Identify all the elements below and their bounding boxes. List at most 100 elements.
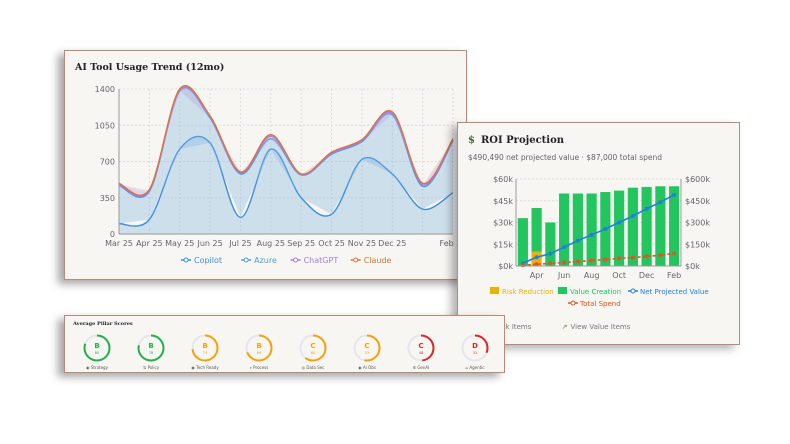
pillar-label: Data Sec: [306, 365, 325, 370]
point: [562, 260, 567, 265]
point: [575, 238, 580, 243]
x-tick-label: Dec: [639, 271, 654, 280]
score-ring: B 80: [83, 334, 111, 362]
point: [534, 255, 539, 260]
usage-trend-title: AI Tool Usage Trend (12mo): [75, 62, 225, 73]
y-left-tick-label: $15k: [493, 240, 513, 249]
point: [658, 253, 663, 258]
grade: C: [310, 342, 315, 350]
point: [548, 251, 553, 256]
point: [520, 263, 525, 268]
x-tick-label: Nov 25: [348, 239, 376, 248]
point: [603, 227, 608, 232]
pillar-label: Tech Ready: [196, 365, 219, 370]
score-ring: C 53: [353, 334, 381, 362]
legend-label-chatgpt: ChatGPT: [304, 256, 339, 265]
y-right-tick-label: $450k: [685, 197, 710, 206]
point: [630, 213, 635, 218]
x-tick-label: Aug 25: [257, 239, 285, 248]
ring-progress: [245, 334, 273, 362]
score: 69: [257, 351, 261, 355]
y-left-tick-label: $45k: [493, 197, 513, 206]
eye-icon: ◉: [358, 365, 362, 370]
target-icon: ◉: [86, 365, 90, 370]
y-right-tick-label: $0k: [685, 262, 700, 271]
point: [589, 232, 594, 237]
pillar-process[interactable]: B 69 ⌕ Process: [234, 333, 284, 370]
roi-title: ROI Projection: [480, 135, 565, 146]
pillar-label: AI Obs: [362, 365, 376, 370]
score-ring: D 31: [461, 334, 489, 362]
point: [644, 206, 649, 211]
bar-value-creation: [655, 186, 666, 266]
grade: B: [94, 342, 99, 350]
point: [534, 262, 539, 267]
y-left-tick-label: $30k: [493, 219, 513, 228]
legend-dot: [570, 300, 576, 306]
pillar-ai-obs[interactable]: C 53 ◉ AI Obs: [342, 333, 392, 370]
legend-label-claude: Claude: [364, 256, 392, 265]
pillar-agentic[interactable]: D 31 ⌂ Agentic: [450, 333, 500, 370]
usage-trend-panel: AI Tool Usage Trend (12mo) 0 350 700 1050 14…: [64, 50, 467, 280]
legend-swatch: [558, 287, 567, 294]
score: 53: [365, 351, 369, 355]
ring-progress: [191, 334, 219, 362]
score-ring: C 60: [299, 334, 327, 362]
score-ring: B 78: [137, 334, 165, 362]
y-tick-label: 700: [100, 158, 115, 167]
legend-label: Total Spend: [579, 300, 621, 308]
score: 60: [311, 351, 315, 355]
pillar-label: Strategy: [90, 365, 108, 370]
policy-icon: ⇅: [142, 365, 147, 370]
sparkle-icon: ✲: [412, 365, 417, 370]
line-copilot: [118, 135, 454, 227]
point: [672, 192, 677, 197]
point: [575, 259, 580, 264]
score: 78: [149, 351, 153, 355]
point: [548, 261, 553, 266]
score-ring: B 73: [191, 334, 219, 362]
bar-value-creation: [531, 208, 542, 252]
area-copilot: [119, 136, 453, 234]
pillar-label: Agentic: [469, 365, 485, 370]
point: [644, 254, 649, 259]
grade: B: [202, 342, 207, 350]
bar-value-creation: [586, 193, 597, 266]
bar-value-creation: [572, 193, 583, 266]
grade: B: [148, 342, 153, 350]
ring-progress: [137, 334, 165, 362]
ring-progress: [83, 334, 111, 362]
ring-progress: [353, 334, 381, 362]
score: 48: [419, 351, 423, 355]
ring-progress: [407, 334, 435, 362]
lock-icon: ◎: [301, 365, 306, 370]
legend-label: Net Projected Value: [640, 288, 709, 296]
pillar-strategy[interactable]: B 80 ◉ Strategy: [72, 333, 122, 370]
pillar-scores-title: Average Pillar Scores: [73, 321, 133, 327]
pillar-data-sec[interactable]: C 60 ◎ Data Sec: [288, 333, 338, 370]
robot-icon: ⌂: [465, 365, 469, 370]
point: [589, 258, 594, 263]
point: [658, 200, 663, 205]
pillar-tech-ready[interactable]: B 73 ◉ Tech Ready: [180, 333, 230, 370]
point: [672, 251, 677, 256]
y-left-tick-label: $0k: [498, 262, 513, 271]
view-value-items-link[interactable]: ↗ View Value Items: [561, 323, 631, 331]
score: 80: [95, 351, 99, 355]
dollar-icon: $: [468, 135, 475, 146]
x-tick-label: Sep 25: [287, 239, 315, 248]
bar-value-creation: [641, 186, 652, 266]
ring-progress: [461, 334, 489, 362]
cpu-icon: ◉: [191, 365, 195, 370]
score-ring: C 48: [407, 334, 435, 362]
x-tick-label: Mar 25: [105, 239, 133, 248]
x-tick-label: Feb 26: [440, 239, 467, 248]
y-tick-label: 0: [110, 230, 115, 239]
score: 73: [203, 351, 207, 355]
pillar-label: GenAI: [417, 365, 430, 370]
y-tick-label: 1050: [95, 121, 115, 130]
pillar-genai[interactable]: C 48 ✲ GenAI: [396, 333, 446, 370]
y-left-tick-label: $60k: [493, 175, 513, 184]
y-right-tick-label: $150k: [685, 240, 710, 249]
pillar-policy[interactable]: B 78 ⇅ Policy: [126, 333, 176, 370]
